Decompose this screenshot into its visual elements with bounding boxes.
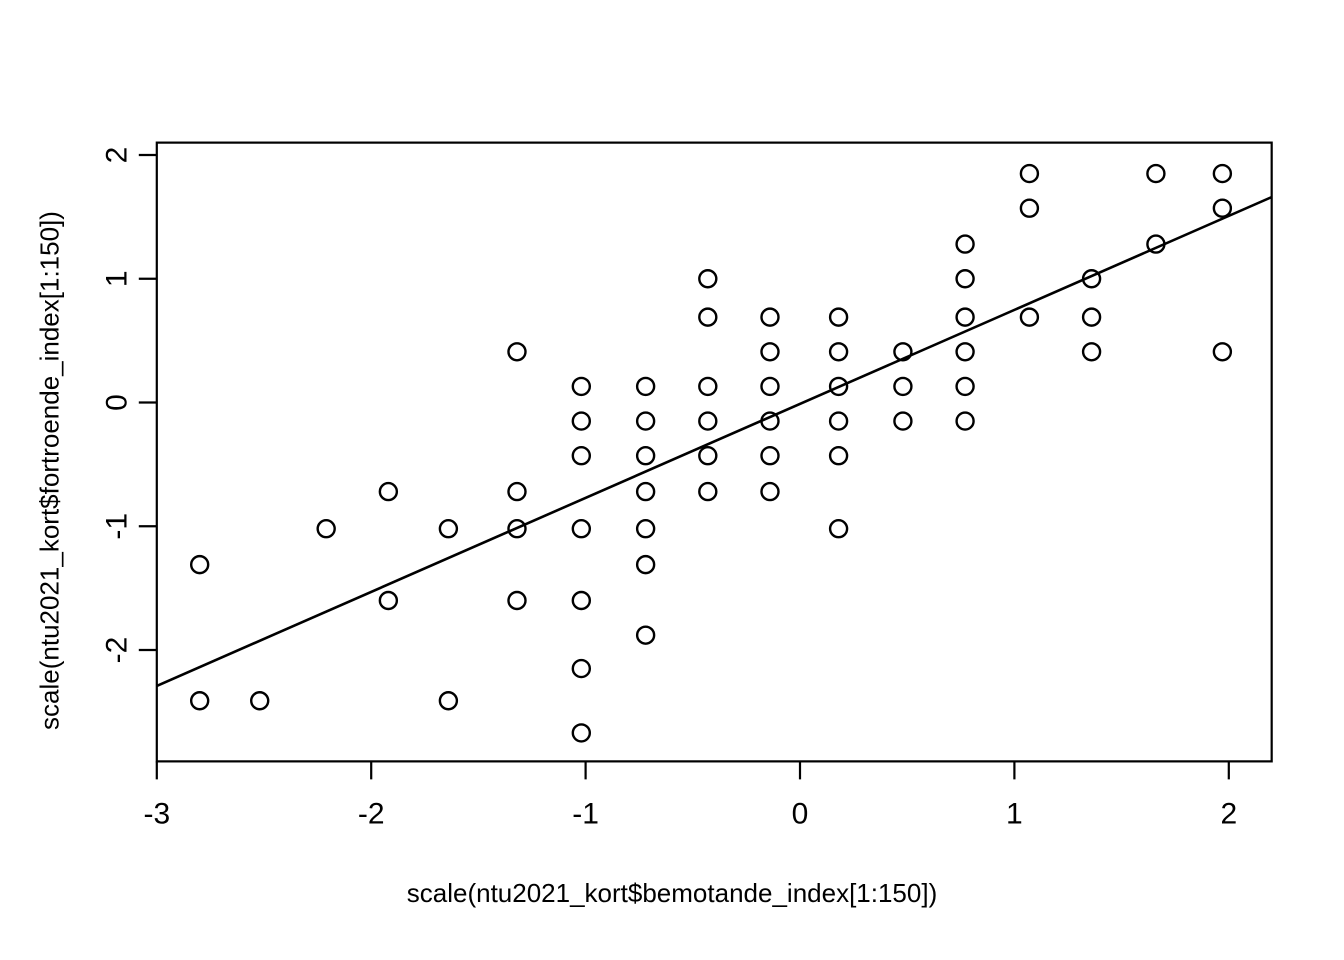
regression-line xyxy=(156,195,1273,688)
data-point xyxy=(893,376,913,397)
data-point xyxy=(571,446,592,466)
data-point xyxy=(1212,163,1233,184)
data-point xyxy=(571,411,592,431)
data-point xyxy=(189,554,210,575)
data-point xyxy=(760,446,780,466)
x-axis-tick-label: 0 xyxy=(792,797,809,830)
data-point xyxy=(698,481,718,502)
x-axis-tick-label: 1 xyxy=(1006,797,1023,830)
data-point xyxy=(955,269,975,289)
data-point xyxy=(438,691,459,711)
data-point xyxy=(635,446,656,466)
data-point xyxy=(507,481,527,502)
data-point xyxy=(828,342,849,362)
data-point xyxy=(635,376,656,397)
data-point xyxy=(378,590,399,611)
y-axis-title: scale(ntu2021_kort$fortroende_index[1:15… xyxy=(34,211,65,730)
x-axis-tick-label: -1 xyxy=(572,797,599,830)
y-axis-tick-label: -2 xyxy=(100,637,133,664)
data-point xyxy=(760,307,780,327)
data-point xyxy=(698,411,718,431)
data-point xyxy=(571,376,592,397)
data-point xyxy=(438,519,459,539)
data-point xyxy=(635,554,656,575)
data-point xyxy=(955,234,975,254)
data-point xyxy=(1212,342,1233,362)
data-point xyxy=(250,691,270,711)
data-point xyxy=(828,411,849,431)
data-point xyxy=(189,691,210,711)
data-point xyxy=(571,590,592,611)
data-point xyxy=(760,481,780,502)
data-point xyxy=(1081,342,1102,362)
data-point xyxy=(635,411,656,431)
data-point xyxy=(1146,163,1166,184)
data-point xyxy=(571,723,592,743)
y-axis-tick-label: 0 xyxy=(100,394,133,411)
data-point xyxy=(1081,269,1102,289)
data-point xyxy=(955,376,975,397)
data-point xyxy=(1019,163,1040,184)
data-point xyxy=(571,658,592,679)
data-point xyxy=(955,307,975,327)
y-axis-tick-label: 2 xyxy=(100,147,133,164)
data-point xyxy=(828,307,849,327)
data-point xyxy=(316,519,336,539)
data-point xyxy=(698,446,718,466)
data-point xyxy=(1019,198,1040,218)
plot-frame xyxy=(155,141,1273,763)
x-axis-title: scale(ntu2021_kort$bemotande_index[1:150… xyxy=(406,878,938,908)
data-point xyxy=(571,519,592,539)
data-point xyxy=(1146,234,1166,254)
data-point xyxy=(893,342,913,362)
data-point xyxy=(507,519,527,539)
data-point xyxy=(1019,307,1040,327)
data-point xyxy=(635,481,656,502)
data-point xyxy=(378,481,399,502)
data-point xyxy=(635,519,656,539)
data-point xyxy=(507,590,527,611)
data-point xyxy=(698,269,718,289)
x-axis-tick-label: 2 xyxy=(1220,797,1237,830)
data-point xyxy=(893,411,913,431)
data-point xyxy=(635,625,656,645)
y-axis-tick-label: -1 xyxy=(100,513,133,540)
x-axis-tick-label: -2 xyxy=(358,797,385,830)
data-point xyxy=(760,376,780,397)
data-point xyxy=(698,376,718,397)
y-axis-tick-label: 1 xyxy=(100,270,133,287)
data-point xyxy=(1212,198,1233,218)
data-point xyxy=(828,446,849,466)
data-point xyxy=(507,342,527,362)
data-point xyxy=(828,376,849,397)
data-point xyxy=(760,342,780,362)
data-point xyxy=(698,307,718,327)
data-point xyxy=(1081,307,1102,327)
data-point xyxy=(955,411,975,431)
data-point xyxy=(828,519,849,539)
data-point xyxy=(955,342,975,362)
x-axis-tick-label: -3 xyxy=(143,797,170,830)
data-point xyxy=(760,411,780,431)
